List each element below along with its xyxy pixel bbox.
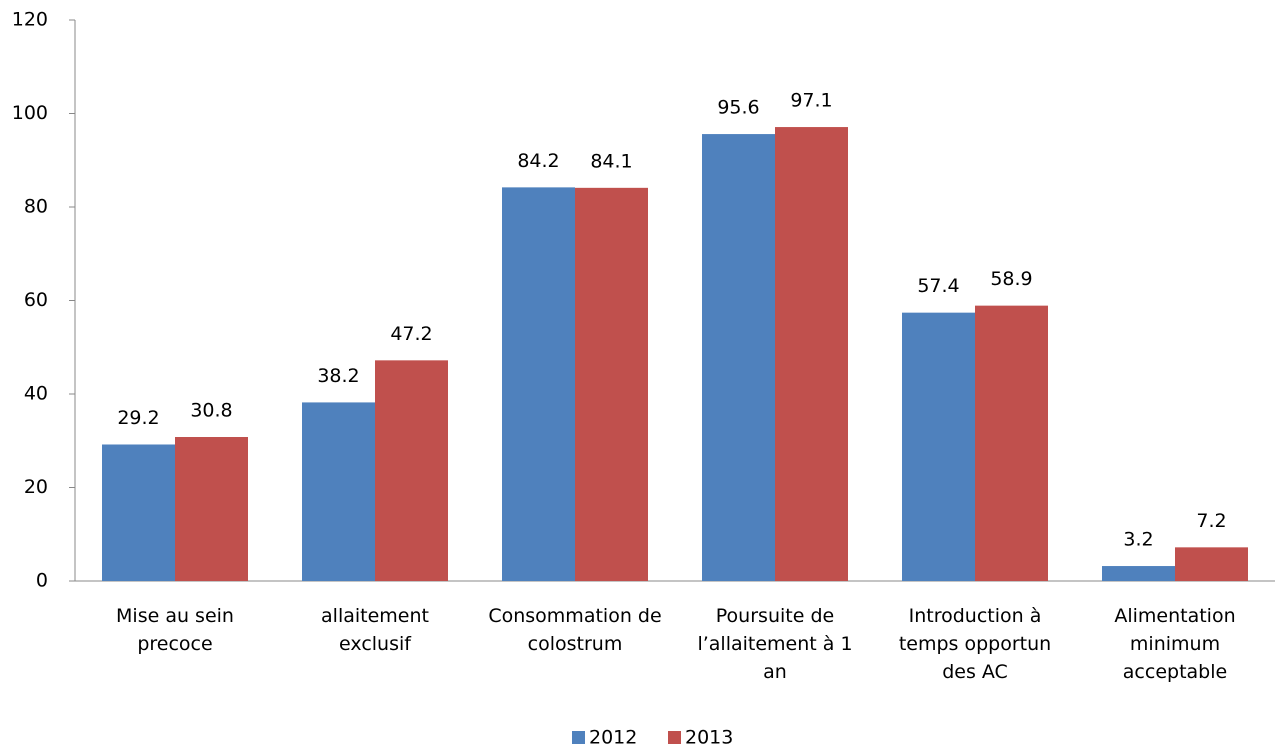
data-label: 58.9	[990, 268, 1032, 290]
y-tick-label: 100	[12, 102, 48, 124]
data-label: 38.2	[317, 365, 359, 387]
bar	[175, 437, 248, 581]
bar	[702, 134, 775, 581]
x-tick-label: Poursuite de l’allaitement à 1 an	[697, 605, 853, 683]
x-tick-label: allaitement exclusif	[321, 605, 429, 655]
bar	[902, 312, 975, 581]
y-tick-label: 40	[24, 383, 48, 405]
x-tick-label: Mise au sein precoce	[116, 605, 234, 655]
data-label: 97.1	[790, 90, 832, 112]
y-tick-label: 20	[24, 476, 48, 498]
data-label: 95.6	[717, 97, 759, 119]
y-tick-label: 0	[36, 570, 48, 592]
bar	[102, 444, 175, 581]
bar	[1175, 547, 1248, 581]
x-tick-label: Introduction à temps opportun des AC	[898, 605, 1052, 683]
bar	[1102, 566, 1175, 581]
data-label: 3.2	[1123, 529, 1153, 551]
x-tick-label: Consommation de colostrum	[488, 605, 662, 655]
y-tick-label: 60	[24, 289, 48, 311]
legend-swatch	[668, 731, 681, 744]
legend-label: 2013	[685, 727, 733, 748]
y-tick-label: 120	[12, 9, 48, 31]
bar	[575, 187, 648, 581]
data-label: 30.8	[190, 400, 232, 422]
legend-label: 2012	[589, 727, 637, 748]
data-label: 57.4	[917, 275, 959, 297]
legend-swatch	[572, 731, 585, 744]
x-tick-label: Alimentation minimum acceptable	[1114, 605, 1236, 683]
bar	[502, 187, 575, 582]
data-label: 29.2	[117, 407, 159, 429]
bar	[375, 360, 448, 581]
bar	[775, 127, 848, 582]
data-label: 7.2	[1196, 510, 1226, 532]
y-tick-label: 80	[24, 196, 48, 218]
data-label: 84.2	[517, 150, 559, 172]
data-label: 84.1	[590, 150, 632, 172]
bar	[975, 305, 1048, 581]
data-label: 47.2	[390, 323, 432, 345]
bar	[302, 402, 375, 581]
